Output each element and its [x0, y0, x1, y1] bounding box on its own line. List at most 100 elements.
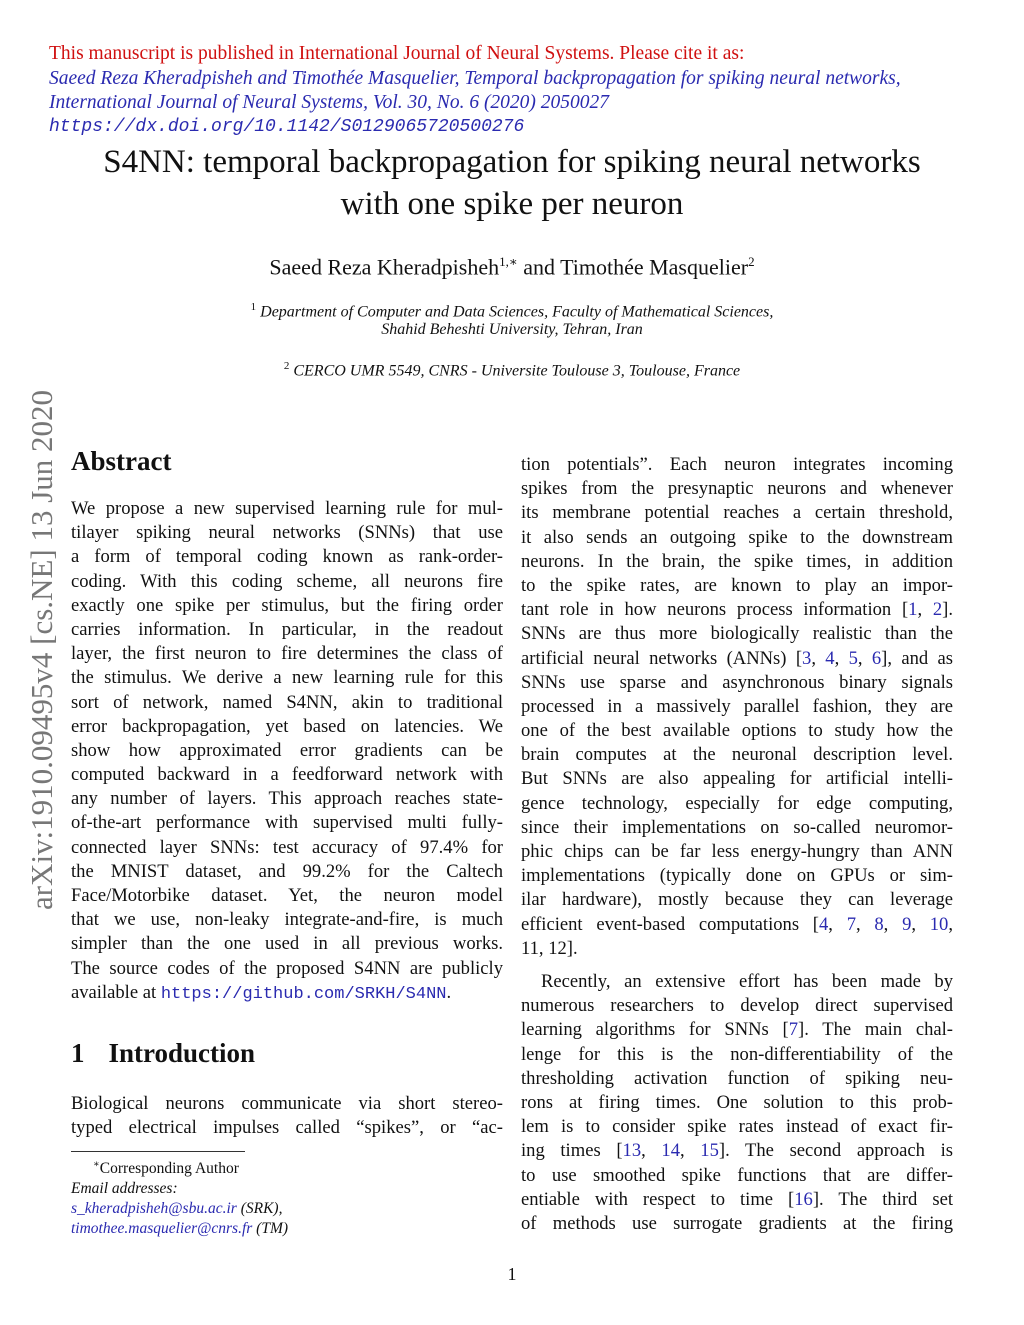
citation-link[interactable]: 3 — [802, 647, 812, 669]
text-line: ilar hardware), mostly because they can … — [521, 889, 953, 911]
text-line: computed backward in a feedforward netwo… — [71, 764, 503, 786]
text-line: spikes from the presynaptic neurons and … — [521, 478, 953, 500]
citation-link[interactable]: 10 — [929, 913, 949, 935]
paper-title-line-2: with one spike per neuron — [340, 186, 684, 222]
citation-link[interactable]: 6 — [871, 647, 882, 669]
text-line: coding. With this coding scheme, all neu… — [71, 570, 503, 592]
email-link-2[interactable]: timothee.masquelier@cnrs.fr — [71, 1220, 253, 1238]
citation-link[interactable]: 13 — [622, 1140, 642, 1162]
text-line: tion potentials”. Each neuron integrates… — [521, 454, 953, 475]
citation-link[interactable]: 16 — [794, 1188, 813, 1210]
text-line: Face/Motorbike dataset. Yet, the neuron … — [71, 885, 503, 906]
text-line: show how approximated error gradients ca… — [71, 739, 503, 761]
text: available at — [71, 981, 161, 1003]
author-2: Timothée Masquelier — [560, 254, 749, 280]
text-line: layer, the first neuron to fire determin… — [71, 643, 503, 665]
aff2-sup: 2 — [283, 360, 290, 372]
text-line: lenge for this is the non-differentiabil… — [521, 1043, 953, 1065]
text-line: artificial neural networks (ANNs) [3, 4,… — [521, 647, 953, 669]
text-line: The source codes of the proposed S4NN ar… — [71, 957, 503, 979]
email-tag: (SRK), — [236, 1200, 283, 1218]
footnote-mark: ∗ — [93, 1159, 100, 1170]
author-1: Saeed Reza Kheradpisheh — [269, 254, 500, 280]
text-line: We propose a new supervised learning rul… — [71, 498, 503, 519]
text-line: simpler than the one used in all previou… — [71, 933, 503, 955]
github-link[interactable]: https://github.com/SRKH/S4NN — [160, 984, 447, 1004]
citation-link[interactable]: 14 — [661, 1140, 680, 1162]
aff1-line1: Department of Computer and Data Sciences… — [260, 303, 774, 321]
text: . — [446, 981, 452, 1003]
text-line: gence technology, especially for edge co… — [521, 792, 953, 814]
doi-link[interactable]: https://dx.doi.org/10.1142/S012906572050… — [49, 117, 525, 137]
text-line: one of the best available options to stu… — [521, 720, 953, 742]
text-line: But SNNs are also appealing for artifici… — [521, 768, 953, 790]
author-and: and — [517, 254, 561, 280]
text-line: lem is to consider spike rates instead o… — [521, 1116, 953, 1138]
email-tag: (TM) — [252, 1220, 289, 1238]
aff1-line2: Shahid Beheshti University, Tehran, Iran — [381, 321, 643, 338]
citation-link[interactable]: 8 — [874, 913, 884, 935]
footnote-rule — [71, 1151, 245, 1152]
text-line: exactly one spike per stimulus, but the … — [71, 594, 503, 616]
text-line: typed electrical impulses called “spikes… — [71, 1117, 503, 1139]
text-line: learning algorithms for SNNs [7]. The ma… — [521, 1019, 953, 1041]
section-number: 1 — [71, 1038, 85, 1068]
text-line: sort of network, named S4NN, akin to tra… — [71, 691, 503, 713]
text-line: to the spike rates, are known to play an… — [521, 574, 953, 596]
author-2-sup: 2 — [748, 254, 755, 269]
arxiv-stamp: arXiv:1910.09495v4 [cs.NE] 13 Jun 2020 — [24, 389, 59, 911]
publication-notice: This manuscript is published in Internat… — [49, 43, 745, 64]
citation-line-1[interactable]: Saeed Reza Kheradpisheh and Timothée Mas… — [49, 68, 901, 89]
text-line: tant role in how neurons process informa… — [521, 599, 954, 621]
section-title: Introduction — [108, 1038, 256, 1068]
citation-link[interactable]: 5 — [848, 647, 858, 669]
paper-title-line-1: S4NN: temporal backpropagation for spiki… — [103, 144, 921, 180]
text-line: the MNIST dataset, and 99.2% for the Cal… — [71, 860, 503, 882]
text-line: a form of temporal coding known as rank-… — [71, 546, 503, 568]
text-line: ing times [13, 14, 15]. The second appro… — [521, 1140, 954, 1162]
text-line: rons at firing times. One solution to th… — [521, 1091, 953, 1113]
text-line: neurons. In the brain, the spike times, … — [521, 550, 953, 572]
citation-link[interactable]: 1 — [908, 599, 918, 621]
affiliation-2: 2 CERCO UMR 5549, CNRS - Universite Toul… — [0, 360, 1024, 380]
text-line: of-the-art performance with supervised m… — [71, 812, 503, 834]
intro-right-paragraph-2: Recently, an extensive effort has been m… — [521, 970, 953, 1236]
text-line: Recently, an extensive effort has been m… — [541, 971, 953, 992]
text-line: efficient event-based computations [4, 7… — [521, 913, 953, 935]
citation-link[interactable]: 7 — [846, 913, 856, 935]
text-line: the stimulus. We derive a new learning r… — [71, 667, 503, 689]
citation-link[interactable]: 4 — [819, 913, 829, 935]
text-line: tilayer spiking neural networks (SNNs) t… — [71, 522, 503, 544]
text-line: error backpropagation, yet based on late… — [71, 715, 503, 737]
text-line: thresholding activation function of spik… — [521, 1067, 953, 1089]
citation-link[interactable]: 4 — [825, 647, 835, 669]
footnote: ∗Corresponding Author Email addresses: s… — [71, 1155, 511, 1239]
text-line: processed in a massively parallel fashio… — [521, 695, 953, 717]
citation-link[interactable]: 2 — [932, 599, 943, 621]
text-line: entiable with respect to time [16]. The … — [521, 1188, 953, 1210]
author-list: Saeed Reza Kheradpisheh1,∗ and Timothée … — [0, 254, 1024, 280]
text-line: SNNs are thus more biologically realisti… — [521, 623, 953, 645]
text-line: that we use, non-leaky integrate-and-fir… — [71, 909, 503, 931]
abstract-last-line: available at https://github.com/SRKH/S4N… — [71, 981, 503, 1005]
footnote-text: Corresponding Author — [99, 1160, 239, 1178]
text-line: it also sends an outgoing spike to the d… — [521, 526, 953, 548]
text-line: of methods use surrogate gradients at th… — [521, 1212, 953, 1234]
abstract-heading: Abstract — [71, 446, 172, 476]
text-line: connected layer SNNs: test accuracy of 9… — [71, 836, 503, 858]
email-link-1[interactable]: s_kheradpisheh@sbu.ac.ir — [71, 1200, 237, 1218]
citation-link[interactable]: 7 — [788, 1019, 799, 1041]
citation-link[interactable]: 9 — [902, 913, 912, 935]
intro-heading: 1 Introduction — [71, 1038, 255, 1069]
intro-left-text: Biological neurons communicate via short… — [71, 1092, 503, 1140]
text-line: phic chips can be far less energy-hungry… — [521, 841, 953, 862]
intro-right-paragraph-1: tion potentials”. Each neuron integrates… — [521, 453, 953, 961]
text-line: carries information. In particular, in t… — [71, 618, 503, 640]
citation-link[interactable]: 15 — [700, 1140, 719, 1162]
email-label: Email addresses: — [71, 1180, 178, 1198]
aff2-text: CERCO UMR 5549, CNRS - Universite Toulou… — [293, 362, 741, 380]
citation-line-2[interactable]: International Journal of Neural Systems,… — [49, 92, 610, 113]
text-line: since their implementations on so-called… — [521, 816, 953, 838]
text-line: its membrane potential reaches a certain… — [521, 502, 953, 524]
